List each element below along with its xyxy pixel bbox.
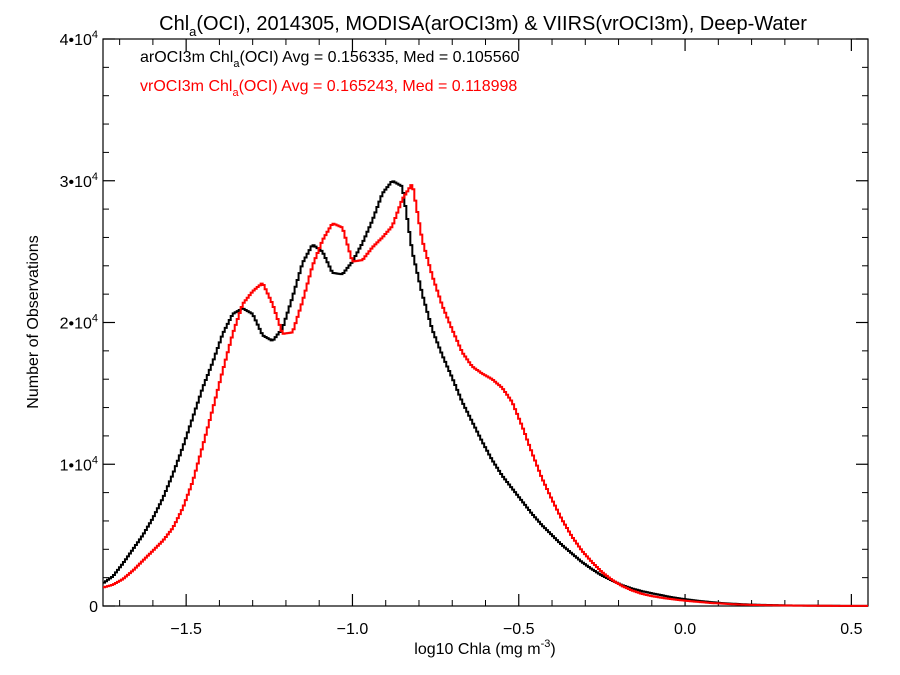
y-tick-label-base: 3•10 bbox=[60, 174, 92, 191]
legend-entry-arOCI3m: arOCI3m Chla(OCI) Avg = 0.156335, Med = … bbox=[140, 49, 519, 70]
y-tick-label: 1•104 bbox=[60, 454, 98, 474]
legend-arOCI3m-pre: arOCI3m Chl bbox=[140, 49, 233, 66]
y-tick-label-exp: 4 bbox=[92, 171, 98, 183]
x-axis-label-post: ) bbox=[550, 641, 555, 658]
series-layer bbox=[103, 180, 868, 607]
x-tick-label: −1.5 bbox=[170, 621, 202, 638]
x-tick-label: 0.5 bbox=[840, 621, 862, 638]
y-axis-label: Number of Observations bbox=[25, 235, 42, 408]
chart-title: Chla(OCI), 2014305, MODISA(arOCI3m) & VI… bbox=[159, 13, 807, 39]
y-tick-label-base: 1•10 bbox=[60, 457, 92, 474]
legend-arOCI3m-sub: a bbox=[233, 58, 240, 70]
y-tick-label: 4•104 bbox=[60, 29, 98, 49]
legend-vrOCI3m-pre: vrOCI3m Chl bbox=[140, 78, 232, 95]
y-tick-label-exp: 4 bbox=[92, 454, 98, 466]
y-tick-label-base: 0 bbox=[89, 599, 98, 616]
chart-title-sub: a bbox=[189, 24, 197, 39]
legend-vrOCI3m-sub: a bbox=[232, 87, 239, 99]
x-axis-ticks: −1.5 −1.0 −0.5 0.0 0.5 bbox=[119, 39, 863, 638]
y-tick-label: 0 bbox=[89, 599, 98, 616]
legend-entry-vrOCI3m: vrOCI3m Chla(OCI) Avg = 0.165243, Med = … bbox=[140, 78, 517, 99]
y-tick-label-base: 4•10 bbox=[60, 32, 92, 49]
x-axis-label-sup: -3 bbox=[541, 638, 551, 650]
chart-title-post: (OCI), 2014305, MODISA(arOCI3m) & VIIRS(… bbox=[196, 13, 807, 35]
y-tick-label-base: 2•10 bbox=[60, 316, 92, 333]
x-axis-label-pre: log10 Chla (mg m bbox=[414, 641, 540, 658]
x-tick-label: 0.0 bbox=[674, 621, 696, 638]
x-axis-label: log10 Chla (mg m-3) bbox=[414, 638, 555, 658]
chart-title-pre: Chl bbox=[159, 13, 189, 35]
y-tick-label-exp: 4 bbox=[92, 29, 98, 41]
y-tick-label-exp: 4 bbox=[92, 313, 98, 325]
x-tick-label: −1.0 bbox=[337, 621, 369, 638]
x-tick-label: −0.5 bbox=[503, 621, 535, 638]
y-tick-label: 2•104 bbox=[60, 313, 98, 333]
legend-arOCI3m-post: (OCI) Avg = 0.156335, Med = 0.105560 bbox=[239, 49, 519, 66]
y-tick-label: 3•104 bbox=[60, 171, 98, 191]
series-line-vrOCI3m bbox=[103, 184, 868, 607]
plot-frame bbox=[102, 38, 869, 607]
legend-vrOCI3m-post: (OCI) Avg = 0.165243, Med = 0.118998 bbox=[239, 78, 518, 95]
